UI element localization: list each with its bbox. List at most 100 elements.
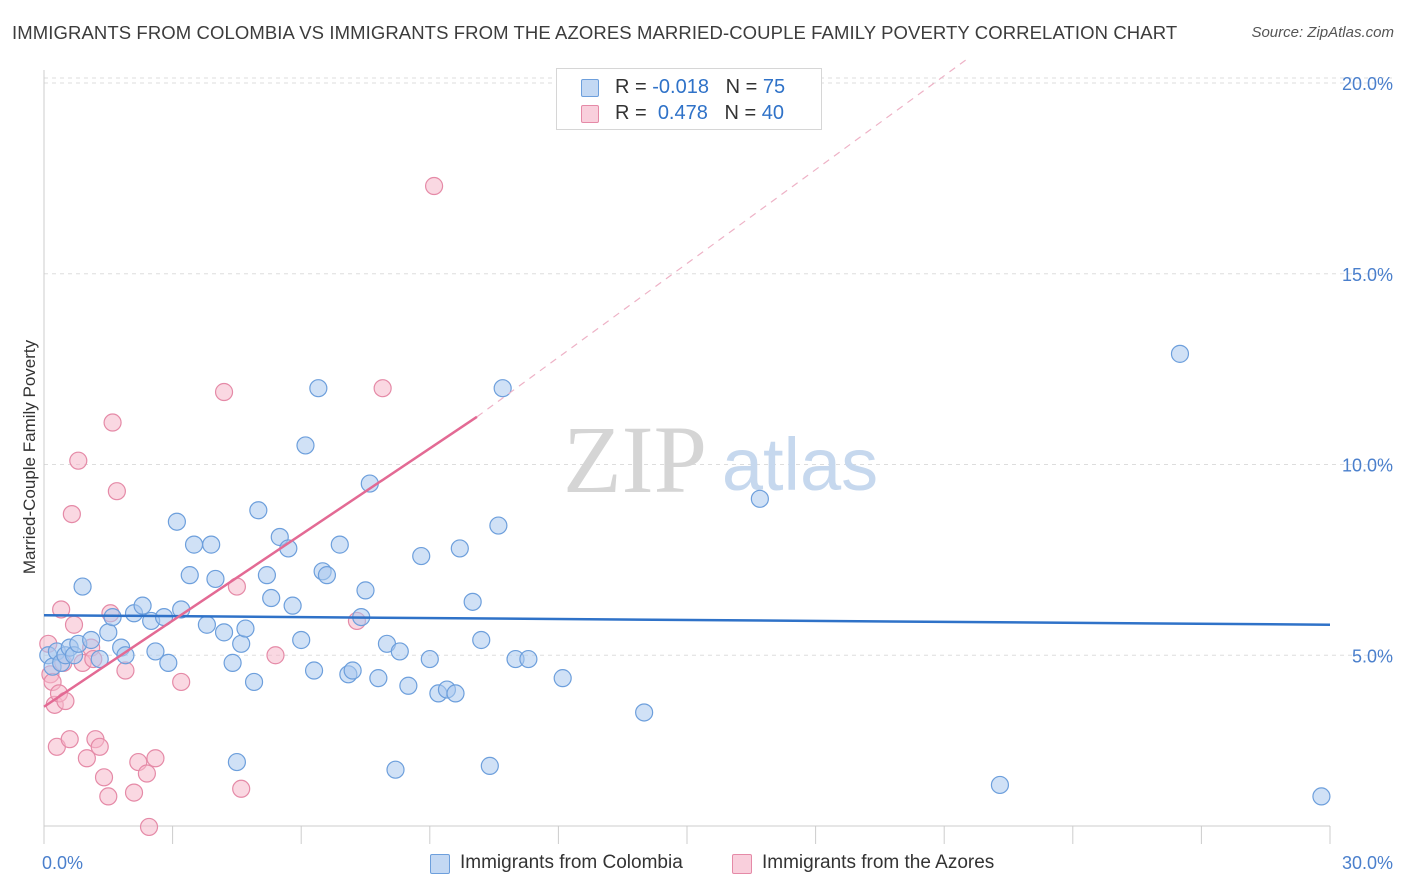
point-colombia	[214, 623, 234, 642]
point-colombia	[223, 653, 242, 672]
point-colombia	[309, 379, 328, 398]
watermark: ZIP atlas	[563, 406, 878, 513]
point-colombia	[750, 489, 769, 508]
point-azores	[116, 661, 135, 680]
point-colombia	[292, 630, 311, 650]
y-tick-label: 20.0%	[1342, 74, 1393, 94]
point-colombia	[390, 642, 409, 661]
point-azores	[214, 382, 234, 402]
point-azores	[77, 749, 96, 768]
point-colombia	[296, 436, 315, 455]
point-colombia	[99, 623, 118, 642]
correlation-legend: R = -0.018 N = 75 R = 0.478 N = 40	[556, 68, 822, 130]
point-azores	[139, 817, 159, 837]
point-colombia	[343, 661, 362, 680]
point-azores	[64, 615, 84, 634]
legend-r-value-azores: 0.478	[657, 102, 708, 124]
y-axis-title: Married-Couple Family Poverty	[20, 339, 39, 575]
point-colombia	[635, 703, 654, 722]
point-colombia	[262, 588, 281, 608]
point-colombia	[180, 566, 199, 585]
grid-lines	[44, 77, 1394, 656]
point-colombia	[244, 672, 264, 692]
legend-r-label: R =	[615, 102, 647, 124]
point-colombia	[450, 539, 469, 558]
point-azores	[172, 672, 191, 692]
point-colombia	[227, 752, 246, 772]
point-colombia	[184, 535, 204, 554]
point-azores	[69, 451, 88, 470]
point-colombia	[82, 630, 101, 650]
point-colombia	[167, 512, 186, 531]
bottom-legend-swatch-azores	[732, 854, 752, 874]
point-colombia	[1170, 344, 1190, 363]
point-colombia	[232, 634, 251, 653]
point-colombia	[519, 649, 538, 669]
point-colombia	[159, 653, 178, 672]
point-colombia	[480, 756, 499, 775]
legend-n-label: N =	[724, 102, 757, 124]
point-colombia	[249, 501, 268, 520]
chart-title: IMMIGRANTS FROM COLOMBIA VS IMMIGRANTS F…	[12, 22, 1178, 43]
y-tick-label: 10.0%	[1342, 456, 1393, 476]
point-colombia	[133, 596, 152, 615]
point-colombia	[446, 684, 465, 703]
trendlines	[43, 59, 1331, 708]
x-tick-label: 30.0%	[1342, 853, 1393, 873]
point-colombia	[146, 642, 165, 661]
point-colombia	[356, 581, 375, 600]
bottom-legend-label-azores: Immigrants from the Azores	[762, 852, 995, 873]
point-colombia	[493, 379, 512, 398]
point-azores	[424, 176, 444, 196]
point-colombia	[489, 516, 508, 535]
point-colombia	[330, 535, 349, 554]
bottom-legend-label-colombia: Immigrants from Colombia	[460, 852, 683, 873]
series-azores-points	[39, 176, 444, 837]
axes	[43, 70, 1331, 844]
point-colombia	[317, 566, 337, 585]
point-azores	[94, 768, 114, 787]
point-azores	[124, 783, 144, 802]
trendline-azores-extension	[476, 59, 966, 418]
point-colombia	[420, 649, 439, 669]
point-azores	[52, 600, 71, 619]
point-colombia	[202, 535, 221, 554]
point-colombia	[206, 569, 225, 589]
point-colombia	[369, 669, 388, 688]
point-azores	[232, 779, 251, 798]
point-azores	[60, 730, 79, 749]
point-colombia	[399, 676, 418, 695]
legend-swatch-azores	[581, 105, 599, 123]
point-colombia	[1312, 787, 1331, 806]
point-colombia	[304, 661, 324, 680]
legend-n-value-azores: 40	[761, 102, 785, 124]
legend-r-value-colombia: -0.018	[652, 76, 709, 98]
tick-labels: 5.0% 10.0% 15.0% 20.0% 0.0% 30.0%	[42, 74, 1393, 873]
point-colombia	[553, 669, 572, 688]
point-colombia	[90, 649, 109, 669]
point-azores	[146, 749, 165, 768]
point-colombia	[236, 619, 255, 638]
point-colombia	[116, 646, 135, 665]
y-tick-label: 5.0%	[1352, 646, 1393, 666]
point-colombia	[197, 615, 216, 634]
point-colombia	[386, 760, 405, 779]
point-azores	[107, 482, 126, 501]
legend-n-value-colombia: 75	[762, 76, 786, 98]
legend-text-azores: R = 0.478 N = 40	[615, 102, 784, 125]
point-azores	[62, 504, 81, 524]
legend-swatch-colombia	[581, 79, 599, 97]
series-colombia-points	[39, 344, 1331, 806]
legend-n-label: N =	[725, 76, 758, 98]
point-colombia	[412, 546, 431, 566]
trendline-colombia	[43, 613, 1331, 626]
point-azores	[137, 764, 156, 783]
legend-text-colombia: R = -0.018 N = 75	[615, 76, 785, 99]
point-colombia	[103, 607, 122, 627]
y-tick-label: 15.0%	[1342, 265, 1393, 285]
point-azores	[99, 787, 118, 806]
point-azores	[90, 737, 109, 756]
point-colombia	[472, 630, 491, 650]
chart-source: Source: ZipAtlas.com	[1251, 24, 1394, 41]
